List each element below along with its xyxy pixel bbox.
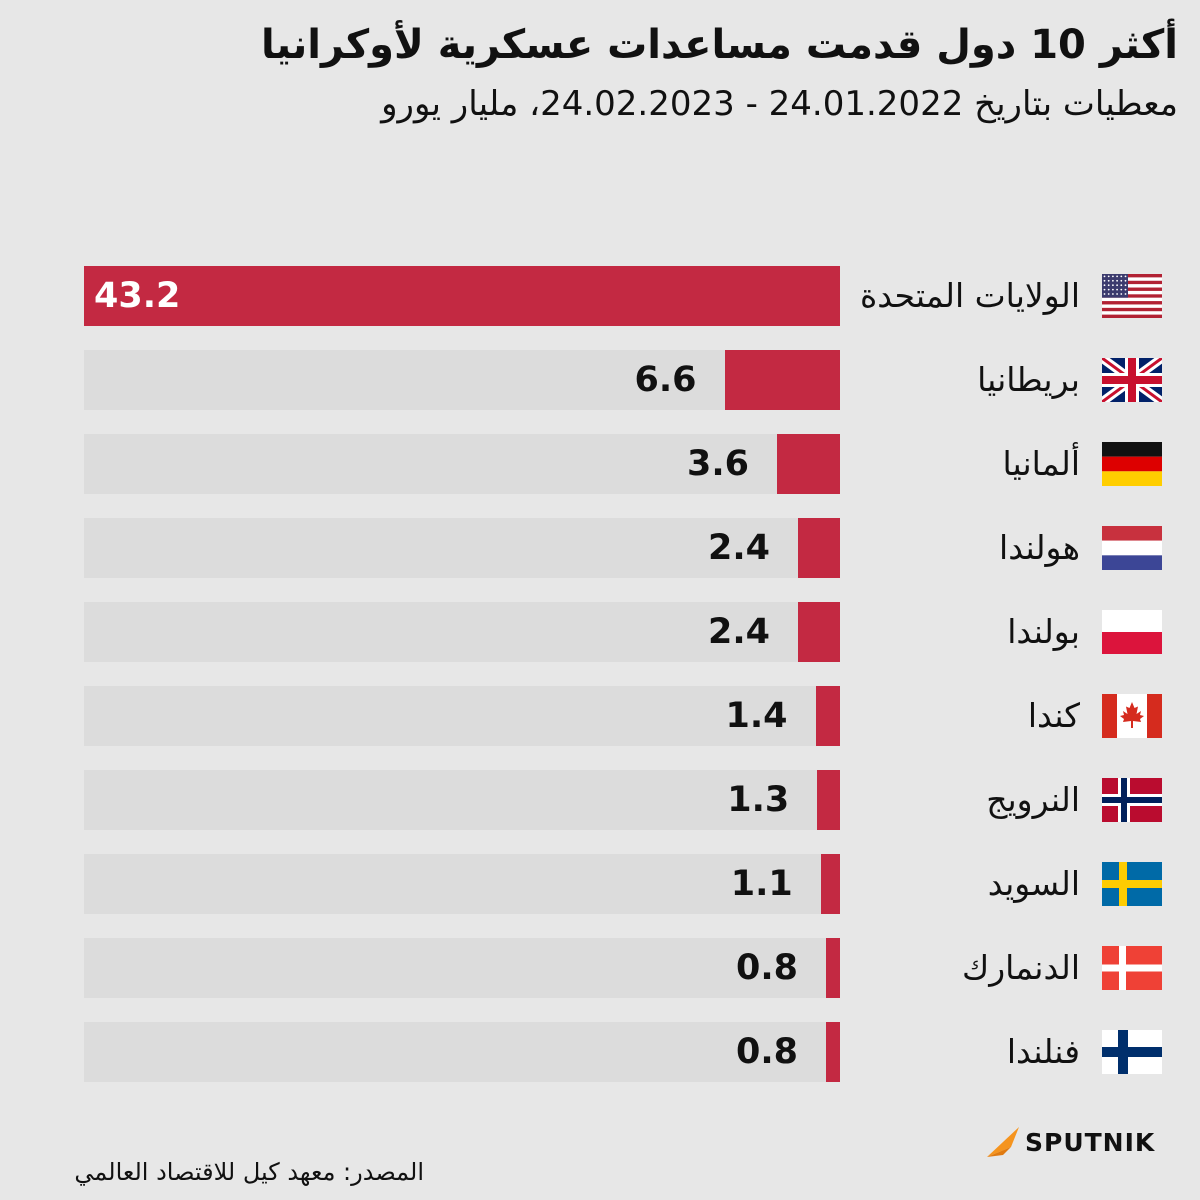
bar-value-label-7: 1.1 [730,864,793,904]
sweden-flag-icon [1102,862,1162,906]
bar-track-7 [84,854,840,914]
country-label-6: النرويج [986,780,1080,819]
denmark-flag-icon [1102,946,1162,990]
bar-5 [815,686,840,746]
chart-title: أكثر 10 دول قدمت مساعدات عسكرية لأوكراني… [260,22,1178,68]
bar-value-label-6: 1.3 [727,780,790,820]
bar-2 [777,434,840,494]
canada-flag-icon [1102,694,1162,738]
bar-3 [798,518,840,578]
bar-track-6 [84,770,840,830]
country-label-5: كندا [1027,696,1080,735]
germany-flag-icon [1102,442,1162,487]
sputnik-logo-text: SPUTNIK [1025,1127,1156,1157]
bar-7 [820,854,840,914]
bar-1 [724,350,840,410]
country-label-8: الدنمارك [962,948,1080,987]
bar-value-label-4: 2.4 [707,612,770,652]
sputnik-logo: SPUTNIK [985,1122,1155,1162]
bar-value-label-3: 2.4 [707,528,770,568]
bar-track-2 [84,434,840,494]
country-label-0: الولايات المتحدة [859,276,1080,315]
bar-value-label-8: 0.8 [735,948,798,988]
bar-track-9 [84,1022,840,1082]
country-label-4: بولندا [1007,612,1080,651]
sputnik-logo-icon [987,1127,1019,1157]
norway-flag-icon [1102,778,1162,822]
bar-value-label-5: 1.4 [725,696,788,736]
us-flag-icon [1102,274,1162,319]
poland-flag-icon [1102,610,1162,654]
country-label-2: ألمانيا [1002,444,1080,483]
country-label-9: فنلندا [1006,1032,1080,1071]
bar-value-label-1: 6.6 [634,360,697,400]
bar-8 [826,938,840,998]
bar-track-5 [84,686,840,746]
uk-flag-icon [1099,354,1165,406]
bar-0 [84,266,840,326]
bar-track-8 [84,938,840,998]
bar-track-1 [84,350,840,410]
bar-track-3 [84,518,840,578]
bar-4 [798,602,840,662]
bar-value-label-2: 3.6 [686,444,749,484]
bar-value-label-0: 43.2 [94,276,181,316]
source-note: المصدر: معهد كيل للاقتصاد العالمي [74,1158,424,1186]
bar-track-4 [84,602,840,662]
bar-value-label-9: 0.8 [735,1032,798,1072]
finland-flag-icon [1102,1030,1162,1074]
bar-6 [817,770,840,830]
bar-9 [826,1022,840,1082]
country-label-1: بريطانيا [977,360,1080,399]
netherlands-flag-icon [1102,526,1162,571]
chart-subtitle: معطيات بتاريخ 24.01.2022 - 24.02.2023، م… [381,84,1178,124]
country-label-7: السويد [987,864,1080,903]
country-label-3: هولندا [999,528,1080,567]
